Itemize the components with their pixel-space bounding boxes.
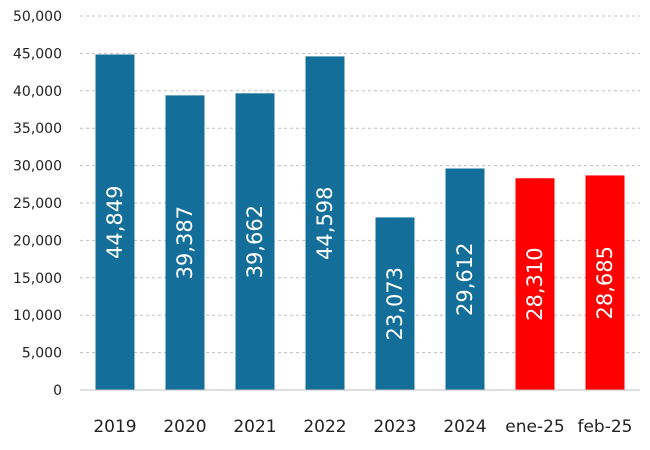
x-tick-label: 2019 <box>93 417 136 437</box>
y-tick-label: 35,000 <box>13 121 62 137</box>
bars <box>95 54 625 391</box>
bar-value-label: 28,685 <box>593 246 617 319</box>
bar-2020 <box>165 95 205 390</box>
bar-2019 <box>95 54 135 390</box>
y-tick-label: 45,000 <box>13 46 62 62</box>
x-tick-label: 2024 <box>443 417 486 437</box>
y-tick-label: 30,000 <box>13 159 62 175</box>
bar-value-label: 39,662 <box>243 205 267 278</box>
x-axis-category-labels: 2019 2020 2021 2022 2023 2024 ene-25 feb-25 <box>93 417 632 437</box>
bar-value-label: 23,073 <box>383 267 407 340</box>
bar-2022 <box>305 56 345 391</box>
bar-value-label: 28,310 <box>523 247 547 320</box>
y-tick-label: 10,000 <box>13 308 62 324</box>
y-axis-tick-labels: 0 5,000 10,000 15,000 20,000 25,000 30,000 35,0… <box>13 9 62 399</box>
y-tick-label: 5,000 <box>22 346 62 362</box>
y-tick-label: 15,000 <box>13 271 62 287</box>
bar-value-label: 44,598 <box>313 186 337 259</box>
x-tick-label: 2020 <box>163 417 206 437</box>
bar-value-label: 44,849 <box>103 186 127 259</box>
bar-ene-25 <box>515 178 555 390</box>
y-tick-label: 20,000 <box>13 233 62 249</box>
x-tick-label: 2021 <box>233 417 276 437</box>
x-tick-label: ene-25 <box>505 417 564 437</box>
bar-2023 <box>375 217 415 390</box>
bar-value-label: 39,387 <box>173 206 197 279</box>
x-tick-label: feb-25 <box>577 417 632 437</box>
y-tick-label: 40,000 <box>13 84 62 100</box>
bar-value-label: 29,612 <box>453 243 477 316</box>
gridlines <box>80 15 640 354</box>
bar-feb-25 <box>585 175 625 390</box>
y-tick-label: 0 <box>53 383 62 399</box>
bar-2021 <box>235 93 275 390</box>
bar-value-labels: 44,849 39,387 39,662 44,598 23,073 29,612 28,3… <box>103 186 617 341</box>
bar-2024 <box>445 168 485 390</box>
x-tick-label: 2022 <box>303 417 346 437</box>
y-tick-label: 50,000 <box>13 9 62 25</box>
y-tick-label: 25,000 <box>13 196 62 212</box>
x-tick-label: 2023 <box>373 417 416 437</box>
